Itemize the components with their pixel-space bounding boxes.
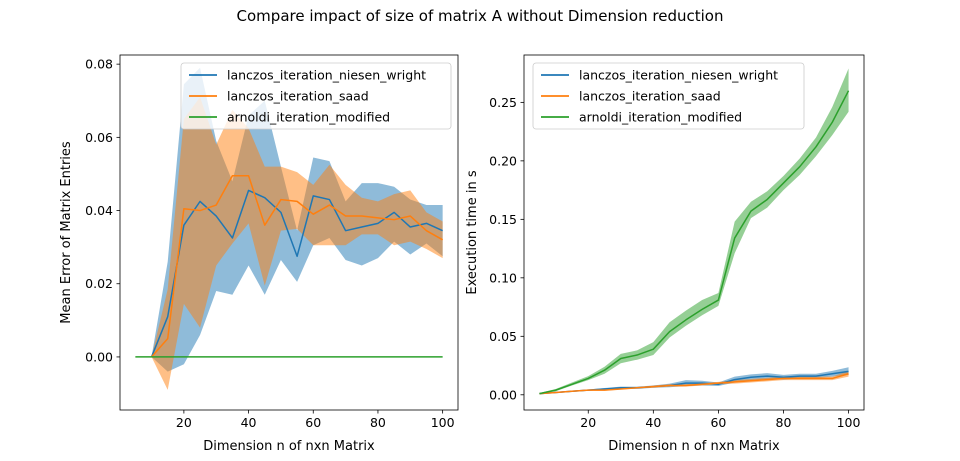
confidence-band xyxy=(151,97,443,390)
y-tick-label: 0.20 xyxy=(489,153,517,168)
y-tick-label: 0.02 xyxy=(85,276,113,291)
legend-entry: arnoldi_iteration_modified xyxy=(579,110,742,125)
y-axis-label: Mean Error of Matrix Entries xyxy=(59,141,74,324)
y-tick-label: 0.00 xyxy=(85,349,113,364)
legend-entry: lanczos_iteration_niesen_wright xyxy=(227,68,426,83)
y-tick-label: 0.00 xyxy=(489,387,517,402)
legend-entry: arnoldi_iteration_modified xyxy=(227,110,390,125)
axes-frame xyxy=(119,54,459,411)
series-line xyxy=(539,90,850,395)
right-plot: 20 40 60 80 100 0.00 0.05 0.10 0.15 0.20 0.25 Dimen… xyxy=(465,54,865,454)
y-tick-label: 0.10 xyxy=(489,270,517,285)
y-tick-label: 0.04 xyxy=(85,203,113,218)
legend-entry: lanczos_iteration_saad xyxy=(579,89,721,104)
x-tick-label: 80 xyxy=(370,415,386,430)
series-line xyxy=(539,373,849,395)
x-tick-label: 100 xyxy=(837,415,861,430)
x-tick-label: 100 xyxy=(431,415,455,430)
plot-marks xyxy=(135,67,444,390)
legend-entry: lanczos_iteration_niesen_wright xyxy=(579,68,778,83)
x-axis-label: Dimension n of nxn Matrix xyxy=(608,439,780,454)
legend: lanczos_iteration_niesen_wright lanczos_i… xyxy=(532,62,805,130)
left-plot: 20 40 60 80 100 0.00 0.02 0.04 0.06 0.08 Dimension… xyxy=(59,54,459,454)
plot-marks xyxy=(539,68,850,395)
y-tick-label: 0.15 xyxy=(489,212,517,227)
legend: lanczos_iteration_niesen_wright lanczos_i… xyxy=(180,62,452,130)
axes-frame xyxy=(523,54,865,411)
legend-box xyxy=(532,62,805,130)
x-tick-label: 20 xyxy=(176,415,192,430)
y-axis-label: Execution time in s xyxy=(465,170,480,294)
x-tick-label: 40 xyxy=(241,415,257,430)
y-tick-label: 0.05 xyxy=(489,329,517,344)
x-axis-label: Dimension n of nxn Matrix xyxy=(203,439,375,454)
legend-box xyxy=(180,62,452,130)
figure-title: Compare impact of size of matrix A witho… xyxy=(237,7,724,25)
x-tick-label: 40 xyxy=(645,415,661,430)
legend-entry: lanczos_iteration_saad xyxy=(227,89,369,104)
x-tick-label: 60 xyxy=(710,415,726,430)
x-tick-label: 60 xyxy=(305,415,321,430)
y-tick-label: 0.25 xyxy=(489,95,517,110)
series-line xyxy=(150,175,444,358)
y-tick-label: 0.08 xyxy=(85,57,113,72)
y-tick-label: 0.06 xyxy=(85,130,113,145)
x-tick-label: 20 xyxy=(580,415,596,430)
x-tick-label: 80 xyxy=(776,415,792,430)
series-line xyxy=(150,189,443,358)
